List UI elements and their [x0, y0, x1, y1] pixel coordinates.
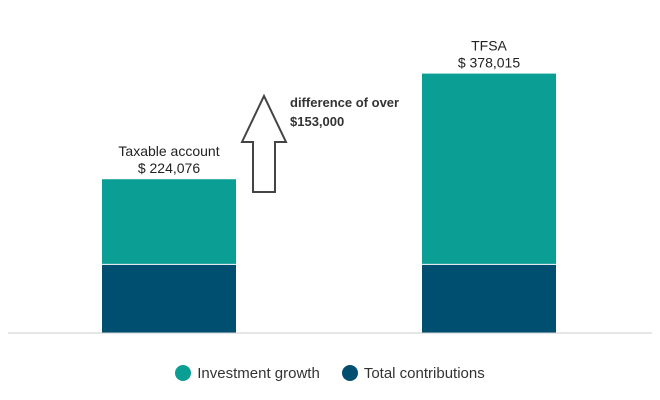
- bars-layer: [102, 73, 556, 333]
- difference-annotation: difference of over $153,000: [240, 93, 399, 193]
- bar-total-label-taxable-account: $ 224,076: [138, 160, 200, 176]
- annotation-text-line1: difference of over: [290, 95, 399, 110]
- legend-swatch-total-contributions: [341, 365, 358, 381]
- bar-tfsa-total-contributions: [422, 264, 556, 333]
- legend-swatch-investment-growth: [175, 365, 192, 381]
- bar-labels-layer: Taxable account$ 224,076 TFSA$ 378,015: [118, 38, 520, 177]
- legend-label-total-contributions: Total contributions: [363, 364, 485, 382]
- annotation-text-line2: $153,000: [290, 114, 344, 129]
- legend-item-total-contributions: Total contributions: [341, 364, 485, 382]
- up-arrow-outline-icon: [240, 93, 288, 193]
- bar-taxable-account-total-contributions: [102, 264, 236, 333]
- bar-tfsa-investment-growth: [422, 73, 556, 265]
- bar-category-label-tfsa: TFSA: [471, 38, 507, 54]
- bar-taxable-account-investment-growth: [102, 179, 236, 265]
- bar-category-label-taxable-account: Taxable account: [118, 143, 219, 159]
- legend: Investment growth Total contributions: [0, 360, 660, 386]
- bar-total-label-tfsa: $ 378,015: [458, 55, 520, 71]
- legend-label-investment-growth: Investment growth: [197, 364, 320, 382]
- legend-item-investment-growth: Investment growth: [175, 365, 320, 382]
